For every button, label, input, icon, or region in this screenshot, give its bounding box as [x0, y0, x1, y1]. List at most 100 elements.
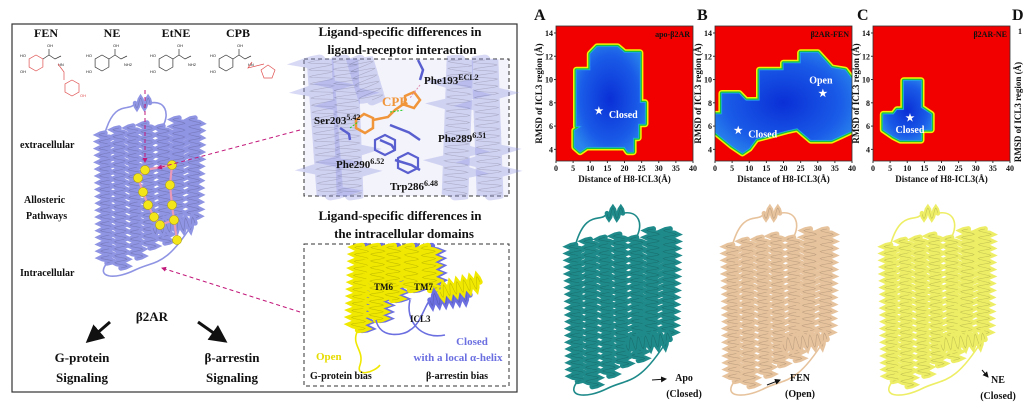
- label-tm6: TM6: [374, 282, 393, 292]
- svg-text:HO: HO: [86, 69, 92, 74]
- label-g-protein-bias: G-protein bias: [310, 371, 372, 382]
- left-panel: FEN NE EtNE CPB HO OH OH HN HO HO OH NH2 HO HO OH N…: [11, 23, 523, 393]
- x-tick-label: 40: [1006, 164, 1014, 173]
- closed-loop: [408, 299, 446, 337]
- minimum-label: Closed: [609, 110, 638, 121]
- residue-sticks: [389, 123, 421, 142]
- pathway-node: [169, 215, 179, 225]
- transmembrane-helix: [106, 125, 134, 271]
- cyclopentyl-ring: [260, 64, 276, 79]
- residue-phe193: Phe193ECL2: [424, 73, 479, 87]
- x-tick-label: 25: [797, 164, 805, 173]
- structure-label-fen: FEN: [790, 373, 811, 384]
- x-tick-label: 15: [762, 164, 770, 173]
- svg-text:OH: OH: [237, 43, 243, 48]
- svg-text:OH: OH: [20, 69, 26, 74]
- y-tick-label: 6: [708, 122, 712, 131]
- outcome-g-protein: G-protein: [55, 350, 110, 365]
- y-tick-label: 10: [545, 76, 553, 85]
- label-intracellular: Intracellular: [20, 268, 75, 279]
- x-tick-label: 5: [888, 164, 892, 173]
- open-helix: [360, 242, 394, 324]
- panel-letter-d: D: [1012, 7, 1024, 24]
- catechol-ring: [94, 54, 110, 72]
- panel-annotation: apo-β2AR: [655, 30, 690, 39]
- residue-trp286: Trp2866.48: [390, 179, 438, 193]
- transmembrane-helix: [654, 226, 684, 337]
- cpb-cyclopentyl: [403, 90, 422, 110]
- x-tick-label: 15: [920, 164, 928, 173]
- pathway-node: [167, 200, 177, 210]
- transmembrane-helix: [734, 236, 763, 390]
- ligand-structures: FEN NE EtNE CPB HO OH OH HN HO HO OH NH2 HO HO OH N…: [20, 26, 276, 98]
- transmembrane-helix: [577, 236, 606, 390]
- x-tick-label: 35: [831, 164, 839, 173]
- beta2ar-cartoon: [92, 93, 207, 277]
- background-helix: [346, 54, 386, 106]
- y-tick-label: 6: [549, 122, 553, 131]
- extracellular-helix: [604, 203, 626, 223]
- pathway-node: [172, 235, 182, 245]
- ligand-name-etne: EtNE: [162, 26, 191, 40]
- x-tick-label: 20: [938, 164, 946, 173]
- structure-state-apo: (Closed): [666, 389, 702, 400]
- minimum-label: Closed: [748, 130, 777, 141]
- transmembrane-helix: [134, 120, 163, 251]
- transmembrane-helix: [181, 115, 207, 221]
- panel-annotation: β2AR-NE: [973, 30, 1007, 39]
- x-tick-label: 30: [814, 164, 822, 173]
- transmembrane-helix: [719, 241, 748, 385]
- svg-text:NH2: NH2: [124, 62, 133, 67]
- interaction-title-2: ligand-receptor interaction: [327, 42, 477, 57]
- x-tick-label: 40: [689, 164, 697, 173]
- structure-state-fen: (Open): [785, 389, 815, 400]
- panel-letter: A: [534, 7, 546, 24]
- svg-text:OH: OH: [47, 43, 53, 48]
- cpb-catechol: [354, 112, 375, 135]
- extracellular-loop: [104, 101, 167, 134]
- background-helix: [452, 54, 523, 201]
- fes-panel-c: C ★Closed β2AR-NE 0 5 10 15 20 25 30 35 40 4 6 8 10 12 14…: [851, 7, 1014, 184]
- x-tick-label: 0: [554, 164, 558, 173]
- x-tick-label: 35: [989, 164, 997, 173]
- x-tick-label: 35: [672, 164, 680, 173]
- structure-fen: [719, 203, 841, 396]
- pathway-node: [138, 187, 148, 197]
- y-tick-label: 8: [708, 99, 712, 108]
- transmembrane-helix: [562, 241, 591, 385]
- extracellular-helix: [761, 203, 783, 223]
- background-helix: [312, 54, 383, 201]
- y-tick-label: 6: [866, 122, 870, 131]
- transmembrane-helix: [623, 327, 673, 357]
- extracellular-helix: [919, 203, 941, 223]
- catechol-ring: [158, 54, 174, 72]
- intracellular-box: TM6 TM7 ICL3 Open Closed with a local α-…: [303, 242, 510, 387]
- x-tick-label: 0: [871, 164, 875, 173]
- y-tick-label: 10: [704, 76, 712, 85]
- x-axis-label: Distance of H8-ICL3(Å): [737, 174, 830, 184]
- outcome-beta-arrestin: β-arrestin: [205, 350, 261, 365]
- open-helix: [376, 242, 410, 304]
- x-tick-label: 25: [955, 164, 963, 173]
- x-tick-label: 30: [972, 164, 980, 173]
- phenol-ring: [64, 79, 80, 97]
- y-tick-label: 12: [545, 52, 553, 61]
- minimum-star: ★: [734, 126, 743, 137]
- pathway-node: [165, 180, 175, 190]
- panel-letter: C: [857, 7, 869, 24]
- residue-sticks: [416, 59, 425, 81]
- x-tick-label: 25: [638, 164, 646, 173]
- ligand-name-ne: NE: [104, 26, 121, 40]
- transmembrane-helix: [877, 241, 906, 385]
- pathway-node: [167, 160, 177, 170]
- svg-text:NH2: NH2: [188, 62, 197, 67]
- structure-cartoons: [562, 203, 999, 396]
- y-tick-label: 14: [704, 29, 712, 38]
- minimum-star: ★: [906, 113, 915, 124]
- x-axis-label: Distance of H8-ICL3(Å): [895, 174, 988, 184]
- intracellular-loop: [888, 338, 984, 396]
- svg-text:HO: HO: [210, 53, 216, 58]
- transmembrane-helix: [780, 327, 830, 357]
- arrow-g-protein: [85, 320, 111, 343]
- y-axis-label: RMSD of ICL3 region (Å): [851, 43, 861, 143]
